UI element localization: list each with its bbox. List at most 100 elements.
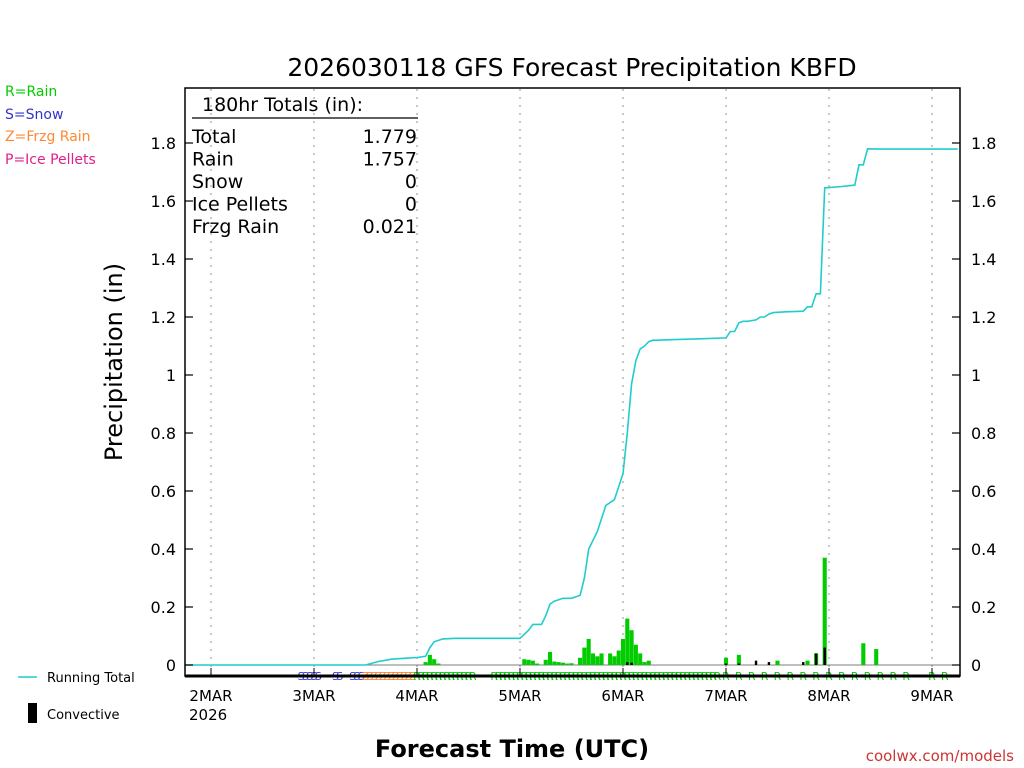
x-tick-label: 3MAR <box>292 687 335 705</box>
precip-bar <box>874 649 879 665</box>
y-tick-label-right: 1 <box>971 366 981 385</box>
x-tick-label: 7MAR <box>704 687 747 705</box>
precip-bar <box>432 659 437 665</box>
precip-bar <box>565 663 570 665</box>
precip-bar <box>822 557 827 665</box>
y-tick-label-left: 1.2 <box>151 308 176 327</box>
y-tick-label-right: 0.6 <box>971 482 996 501</box>
totals-row-value: 0.021 <box>363 216 417 238</box>
totals-row-label: Rain <box>192 149 234 171</box>
totals-row-label: Frzg Rain <box>192 216 279 238</box>
legend-frzg-rain: Z=Frzg Rain <box>5 129 91 145</box>
running-total-line-group <box>185 147 958 666</box>
totals-row-label: Snow <box>192 171 243 193</box>
totals-row-value: 1.757 <box>363 149 417 171</box>
precip-bar <box>861 643 866 665</box>
y-axis-label: Precipitation (in) <box>100 263 128 461</box>
precip-bar <box>543 659 548 665</box>
precip-bar <box>560 662 565 665</box>
legend-convective-swatch <box>28 703 37 723</box>
precip-bar <box>625 618 630 665</box>
y-tick-label-right: 1.6 <box>971 192 996 211</box>
precip-bar <box>423 662 428 665</box>
x-ticks: 2MAR 3MAR 4MAR 5MAR 6MAR 7MAR 8MAR 9MAR <box>189 668 954 705</box>
chart-title: 2026030118 GFS Forecast Precipitation KB… <box>287 53 856 82</box>
y-tick-label-left: 0.4 <box>151 540 176 559</box>
y-tick-label-left: 1.4 <box>151 250 176 269</box>
legend-convective: Convective <box>47 708 120 723</box>
convective-bar <box>814 653 818 665</box>
legend-running-total: Running Total <box>47 671 135 686</box>
totals-box: 180hr Totals (in): Total 1.779 Rain 1.757 Sn… <box>191 94 418 238</box>
precip-bar <box>736 654 741 665</box>
y-tick-label-right: 0.4 <box>971 540 996 559</box>
convective-bar <box>724 663 728 665</box>
x-tick-label: 9MAR <box>910 687 953 705</box>
precip-bar <box>642 662 647 665</box>
y-tick-label-left: 1.6 <box>151 192 176 211</box>
precip-bars <box>423 557 879 665</box>
precip-bar <box>427 654 432 665</box>
y-tick-label-right: 1.4 <box>971 250 996 269</box>
precip-bar <box>805 660 810 665</box>
precip-bar <box>646 660 651 665</box>
totals-row-label: Ice Pellets <box>192 194 288 216</box>
precip-bar <box>599 653 604 665</box>
credit-text: coolwx.com/models <box>866 747 1014 765</box>
precip-bar <box>638 653 643 665</box>
precip-bar <box>775 660 780 665</box>
precip-bar <box>595 656 600 665</box>
precip-bar <box>556 662 561 665</box>
y-tick-label-right: 1.2 <box>971 308 996 327</box>
y-tick-label-right: 0.8 <box>971 424 996 443</box>
y-tick-label-left: 0.2 <box>151 598 176 617</box>
y-tick-label-left: 0 <box>166 656 176 675</box>
y-tick-label-left: 1 <box>166 366 176 385</box>
precip-bar <box>552 661 557 665</box>
x-tick-label: 5MAR <box>498 687 541 705</box>
totals-row-label: Total <box>191 126 236 148</box>
convective-bar <box>823 647 826 665</box>
totals-row-value: 0 <box>405 194 417 216</box>
convective-bar <box>802 662 805 665</box>
x-year-label: 2026 <box>189 706 227 724</box>
convective-bar <box>767 662 771 665</box>
precip-bar <box>586 638 591 665</box>
precip-bar <box>526 659 531 665</box>
precip-bar <box>633 644 638 665</box>
precip-bar <box>608 653 613 665</box>
precip-bar <box>620 638 626 665</box>
legend-snow: S=Snow <box>5 107 63 123</box>
convective-bars <box>626 647 826 665</box>
precip-bar <box>530 660 535 665</box>
y-ticks: 0 00.2 0.20.4 0.40.6 0.60.8 0.81 11.2 1.21.4 1.4… <box>151 134 997 675</box>
y-tick-label-right: 1.8 <box>971 134 996 153</box>
precip-bar <box>535 663 540 665</box>
plot-frame <box>184 87 961 677</box>
precip-bar <box>578 657 583 665</box>
x-tick-label: 2MAR <box>189 687 232 705</box>
y-tick-label-left: 0.8 <box>151 424 176 443</box>
x-axis-label: Forecast Time (UTC) <box>375 735 649 763</box>
legend-ice-pellets: P=Ice Pellets <box>5 152 96 168</box>
precip-bar <box>436 663 441 665</box>
precip-bar <box>612 656 617 665</box>
totals-header: 180hr Totals (in): <box>202 94 363 116</box>
totals-row-value: 0 <box>405 171 417 193</box>
precip-bar <box>629 630 634 665</box>
precip-bar <box>590 653 596 665</box>
x-tick-label: 8MAR <box>807 687 850 705</box>
running-total-line <box>185 147 958 666</box>
convective-bar <box>737 663 741 665</box>
x-tick-label: 4MAR <box>395 687 438 705</box>
legend-rain: R=Rain <box>5 84 57 100</box>
y-tick-label-right: 0 <box>971 656 981 675</box>
x-tick-label: 6MAR <box>601 687 644 705</box>
precip-bar <box>582 647 587 665</box>
precip-bar <box>547 651 553 665</box>
precip-bar <box>616 650 621 665</box>
convective-bar <box>626 662 629 665</box>
precip-bar <box>569 663 574 665</box>
convective-bar <box>754 660 758 665</box>
